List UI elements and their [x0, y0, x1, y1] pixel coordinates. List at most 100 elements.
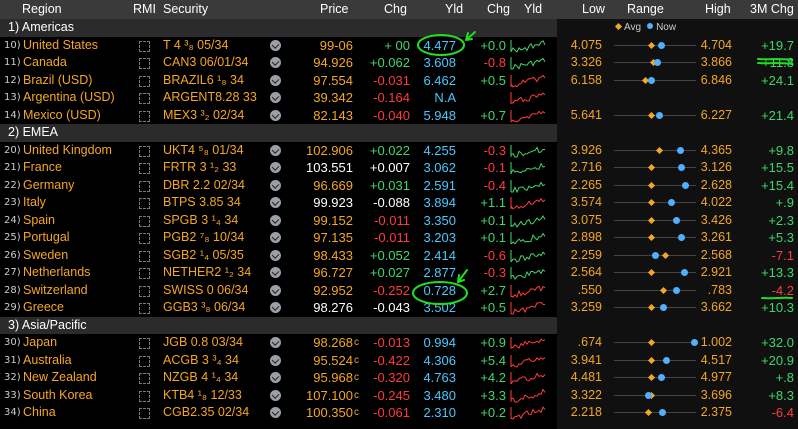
check-circle-icon[interactable]	[270, 337, 281, 348]
check-circle-icon[interactable]	[270, 109, 281, 121]
check-circle-icon[interactable]	[270, 144, 281, 156]
low-value: 2.265	[570, 177, 602, 192]
table-row[interactable]: 28) Switzerland SWISS 0 06/34 92.952 -0.252 0…	[0, 282, 798, 300]
header-3m-chg[interactable]: 3M Chg	[750, 2, 794, 16]
rmi-dashed-box-icon[interactable]	[139, 93, 150, 104]
security-name: FRTR 3 ¹₂ 33	[163, 160, 237, 174]
security-name: ARGENT8.28 33	[163, 90, 257, 104]
table-row[interactable]: 11) Canada CAN3 06/01/34 94.926 +0.062 3.608 -…	[0, 54, 798, 72]
group-header-background	[0, 19, 557, 37]
check-circle-icon[interactable]	[270, 57, 281, 68]
check-circle-icon[interactable]	[270, 179, 281, 191]
yield-change: -0.3	[483, 265, 506, 280]
check-circle-icon[interactable]	[270, 389, 281, 401]
header-security[interactable]: Security	[163, 2, 209, 16]
price-value: 102.906	[306, 142, 353, 158]
yield-change: -0.1	[483, 160, 506, 175]
table-row[interactable]: 10) United States T 4 ³₈ 05/34 99-06 + 00 4.4…	[0, 37, 798, 55]
check-circle-icon[interactable]	[270, 407, 281, 418]
table-row[interactable]: 33) South Korea KTB4 ¹₈ 12/33 107.100 c -0.24…	[0, 387, 798, 405]
header-rmi[interactable]: RMI	[133, 2, 156, 16]
header-region[interactable]: Region	[22, 2, 62, 16]
check-circle-icon[interactable]	[270, 162, 281, 173]
group-header-background	[0, 316, 557, 334]
row-number: 13)	[4, 92, 21, 103]
rmi-dashed-box-icon[interactable]	[139, 250, 150, 262]
three-month-change: +21.4	[761, 107, 794, 123]
check-circle-icon[interactable]	[270, 354, 281, 366]
rmi-dashed-box-icon[interactable]	[139, 180, 150, 192]
rmi-dashed-box-icon[interactable]	[139, 198, 150, 209]
rmi-dashed-box-icon[interactable]	[139, 373, 150, 384]
table-row[interactable]: 30) Japan JGB 0.8 03/34 98.268 c -0.013 0.994 +…	[0, 334, 798, 352]
table-row[interactable]: 27) Netherlands NETHER2 ¹₂ 34 96.727 +0.027 2…	[0, 264, 798, 282]
table-row[interactable]: 13) Argentina (USD) ARGENT8.28 33 39.342 -0.…	[0, 89, 798, 107]
check-circle-icon[interactable]	[270, 249, 281, 261]
table-row[interactable]: 12) Brazil (USD) BRAZIL6 ¹₈ 34 97.554 -0.031…	[0, 72, 798, 90]
header-low[interactable]: Low	[582, 2, 605, 16]
table-row[interactable]: 26) Sweden SGB2 ¹₄ 05/35 98.433 +0.052 2.414 -…	[0, 247, 798, 265]
range-avg-marker	[647, 181, 655, 189]
rmi-dashed-box-icon[interactable]	[139, 338, 150, 349]
check-circle-icon[interactable]	[270, 197, 281, 208]
check-circle-icon[interactable]	[270, 302, 281, 313]
group-header-row[interactable]: 3) Asia/Pacific	[0, 316, 798, 334]
rmi-dashed-box-icon[interactable]	[139, 233, 150, 244]
check-circle-icon[interactable]	[270, 232, 281, 243]
table-row[interactable]: 31) Australia ACGB 3 ³₄ 34 95.524 c -0.422 4.3…	[0, 352, 798, 370]
region-name: Portugal	[23, 230, 70, 244]
rmi-dashed-box-icon[interactable]	[139, 355, 150, 367]
check-circle-icon[interactable]	[270, 214, 281, 226]
rmi-dashed-box-icon[interactable]	[139, 303, 150, 314]
rmi-dashed-box-icon[interactable]	[139, 58, 150, 69]
rmi-dashed-box-icon[interactable]	[139, 408, 150, 419]
rmi-dashed-box-icon[interactable]	[139, 268, 150, 279]
rmi-dashed-box-icon[interactable]	[139, 163, 150, 174]
region-name: Brazil (USD)	[23, 72, 93, 87]
header-chg[interactable]: Chg	[384, 2, 407, 16]
rmi-dashed-box-icon[interactable]	[139, 110, 150, 122]
table-row[interactable]: 24) Spain SPGB 3 ¹₄ 34 99.152 -0.011 3.350 +0.…	[0, 212, 798, 230]
table-row[interactable]: 21) France FRTR 3 ¹₂ 33 103.551 +0.007 3.062 -…	[0, 159, 798, 177]
yield-sparkline	[510, 214, 546, 228]
table-row[interactable]: 20) United Kingdom UKT4 ⁵₈ 01/34 102.906 +0.…	[0, 142, 798, 160]
rmi-dashed-box-icon[interactable]	[139, 285, 150, 297]
check-circle-icon[interactable]	[270, 39, 281, 51]
row-number: 10)	[4, 39, 21, 51]
three-month-change: +15.5	[761, 160, 794, 175]
table-row[interactable]: 22) Germany DBR 2.2 02/34 96.669 +0.031 2.591…	[0, 177, 798, 195]
table-row[interactable]: 32) New Zealand NZGB 4 ¹₄ 34 95.968 c -0.320 4…	[0, 369, 798, 387]
header-high[interactable]: High	[705, 2, 731, 16]
check-circle-icon[interactable]	[270, 372, 281, 383]
price-suffix: c	[354, 337, 359, 348]
low-value: 3.075	[570, 212, 602, 227]
table-row[interactable]: 23) Italy BTPS 3.85 34 99.923 -0.088 3.894 +1.…	[0, 194, 798, 212]
yield-sparkline	[510, 406, 546, 420]
header-yld-spark[interactable]: Yld	[524, 2, 543, 16]
rmi-dashed-box-icon[interactable]	[139, 75, 150, 87]
header-price[interactable]: Price	[320, 2, 349, 16]
price-change: -0.031	[373, 72, 410, 88]
price-change: -0.011	[374, 230, 410, 245]
table-row[interactable]: 34) China CGB2.35 02/34 100.350 c -0.061 2.310…	[0, 404, 798, 422]
rmi-dashed-box-icon[interactable]	[139, 215, 150, 227]
header-range[interactable]: Range	[627, 2, 664, 16]
header-yld-chg[interactable]: Chg	[487, 2, 510, 16]
check-circle-icon[interactable]	[270, 92, 281, 103]
table-row[interactable]: 25) Portugal PGB2 ⁷₈ 10/34 97.135 -0.011 3.20…	[0, 229, 798, 247]
table-row[interactable]: 29) Greece GGB3 ³₈ 06/34 98.276 -0.043 3.502 +…	[0, 299, 798, 317]
low-value: 2.218	[570, 405, 602, 419]
yield-sparkline	[510, 249, 546, 263]
rmi-dashed-box-icon[interactable]	[139, 145, 150, 157]
group-header-row[interactable]: 1) Americas	[0, 19, 798, 37]
table-row[interactable]: 14) Mexico (USD) MEX3 ³₂ 02/34 82.143 -0.040…	[0, 107, 798, 125]
check-circle-icon[interactable]	[270, 74, 281, 86]
rmi-dashed-box-icon[interactable]	[139, 390, 150, 402]
check-circle-icon[interactable]	[270, 267, 281, 278]
security-name: CGB2.35 02/34	[163, 405, 250, 419]
rmi-dashed-box-icon[interactable]	[139, 40, 150, 52]
group-header-row[interactable]: 2) EMEA	[0, 124, 798, 142]
header-yld[interactable]: Yld	[445, 2, 464, 16]
check-circle-icon[interactable]	[270, 284, 281, 296]
